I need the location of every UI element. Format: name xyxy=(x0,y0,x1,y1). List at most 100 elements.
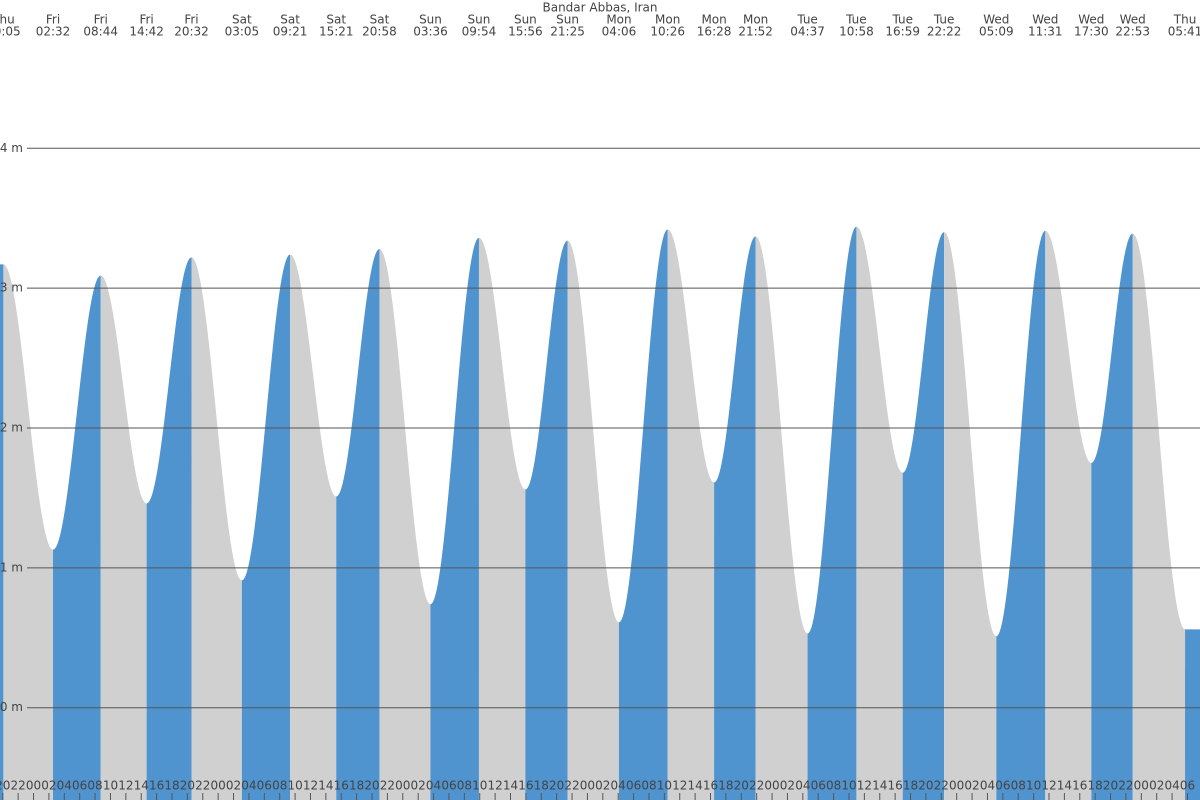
extreme-day: Fri xyxy=(94,13,108,27)
hour-label: 16 xyxy=(334,779,349,793)
hour-label: 06 xyxy=(72,779,87,793)
hour-label: 06 xyxy=(995,779,1010,793)
extreme-time: 17:30 xyxy=(1074,25,1109,39)
falling-tide xyxy=(856,226,903,800)
extreme-time: 15:21 xyxy=(319,25,354,39)
rising-tide xyxy=(146,257,192,800)
extreme-day: Mon xyxy=(701,13,726,27)
hour-label: 20 xyxy=(734,779,749,793)
extreme-day: Sun xyxy=(556,13,579,27)
rising-tide xyxy=(996,230,1046,800)
falling-tide xyxy=(667,229,715,800)
extreme-day: Sat xyxy=(370,13,390,27)
hour-label: 16 xyxy=(703,779,718,793)
hour-label: 08 xyxy=(87,779,102,793)
extreme-time: 08:44 xyxy=(83,25,118,39)
hour-label: 00 xyxy=(211,779,226,793)
labels: 0 m1 m2 m3 m4 mThu20:05Fri02:32Fri08:44F… xyxy=(0,13,1200,800)
chart-title: Bandar Abbas, Iran xyxy=(542,1,657,15)
extreme-time: 09:21 xyxy=(273,25,308,39)
hour-label: 04 xyxy=(57,779,72,793)
hour-label: 22 xyxy=(11,779,26,793)
extreme-time: 05:09 xyxy=(979,25,1014,39)
extreme-time: 21:25 xyxy=(550,25,585,39)
hour-label: 10 xyxy=(657,779,672,793)
hour-label: 22 xyxy=(380,779,395,793)
extreme-time: 04:37 xyxy=(790,25,825,39)
hour-label: 12 xyxy=(1041,779,1056,793)
rising-tide xyxy=(1091,233,1133,800)
rising-tide xyxy=(618,229,668,800)
rising-tide xyxy=(336,248,380,800)
falling-tide xyxy=(100,275,147,800)
extreme-day: Fri xyxy=(139,13,153,27)
hour-label: 12 xyxy=(118,779,133,793)
hour-label: 18 xyxy=(349,779,364,793)
hour-label: 22 xyxy=(1118,779,1133,793)
hour-label: 16 xyxy=(149,779,164,793)
hour-label: 08 xyxy=(457,779,472,793)
extreme-day: Fri xyxy=(184,13,198,27)
hour-label: 20 xyxy=(549,779,564,793)
extreme-time: 22:22 xyxy=(927,25,962,39)
extreme-time: 03:36 xyxy=(413,25,448,39)
hour-label: 02 xyxy=(411,779,426,793)
y-tick-label: 0 m xyxy=(0,700,23,714)
extreme-day: Tue xyxy=(845,13,867,27)
hour-label: 18 xyxy=(164,779,179,793)
extreme-day: Sun xyxy=(468,13,491,27)
extreme-time: 03:05 xyxy=(225,25,260,39)
hour-label: 16 xyxy=(518,779,533,793)
extreme-time: 21:52 xyxy=(738,25,773,39)
hour-label: 14 xyxy=(318,779,333,793)
rising-tide xyxy=(807,226,857,800)
extreme-time: 15:56 xyxy=(508,25,543,39)
y-tick-label: 1 m xyxy=(0,560,23,574)
extreme-time: 09:54 xyxy=(462,25,497,39)
falling-tide xyxy=(3,264,54,800)
hour-label: 02 xyxy=(1149,779,1164,793)
extreme-time: 14:42 xyxy=(129,25,164,39)
falling-tide xyxy=(191,257,242,800)
grid xyxy=(27,147,1200,709)
extreme-day: Sun xyxy=(419,13,442,27)
hour-label: 02 xyxy=(595,779,610,793)
hour-label: 06 xyxy=(441,779,456,793)
hour-label: 14 xyxy=(134,779,149,793)
extreme-day: Sat xyxy=(326,13,346,27)
extreme-day: Tue xyxy=(933,13,955,27)
extreme-day: Fri xyxy=(46,13,60,27)
hour-label: 08 xyxy=(1011,779,1026,793)
hour-label: 08 xyxy=(272,779,287,793)
hour-label: 04 xyxy=(795,779,810,793)
extreme-time: 11:31 xyxy=(1028,25,1063,39)
extreme-time: 04:06 xyxy=(602,25,637,39)
rising-tide xyxy=(525,240,568,800)
hour-label: 20 xyxy=(1103,779,1118,793)
falling-tide xyxy=(290,254,337,800)
extreme-time: 10:26 xyxy=(650,25,685,39)
extreme-time: 22:53 xyxy=(1115,25,1150,39)
hour-label: 10 xyxy=(472,779,487,793)
hour-label: 22 xyxy=(934,779,949,793)
extreme-day: Mon xyxy=(743,13,768,27)
hour-label: 00 xyxy=(1134,779,1149,793)
rising-tide xyxy=(902,232,945,800)
hour-label: 00 xyxy=(580,779,595,793)
hour-label: 10 xyxy=(287,779,302,793)
rising-tide xyxy=(714,236,756,800)
hour-label: 12 xyxy=(857,779,872,793)
hour-label: 06 xyxy=(626,779,641,793)
hour-label: 08 xyxy=(826,779,841,793)
rising-tide xyxy=(241,254,291,800)
hour-label: 10 xyxy=(103,779,118,793)
extreme-time: 20:32 xyxy=(174,25,209,39)
rising-tide xyxy=(1185,629,1200,800)
hour-label: 08 xyxy=(641,779,656,793)
extreme-day: Wed xyxy=(1078,13,1104,27)
hour-label: 20 xyxy=(0,779,10,793)
extreme-day: Thu xyxy=(1173,13,1197,27)
tide-areas xyxy=(0,226,1200,800)
hour-label: 00 xyxy=(395,779,410,793)
extreme-time: 16:28 xyxy=(697,25,732,39)
